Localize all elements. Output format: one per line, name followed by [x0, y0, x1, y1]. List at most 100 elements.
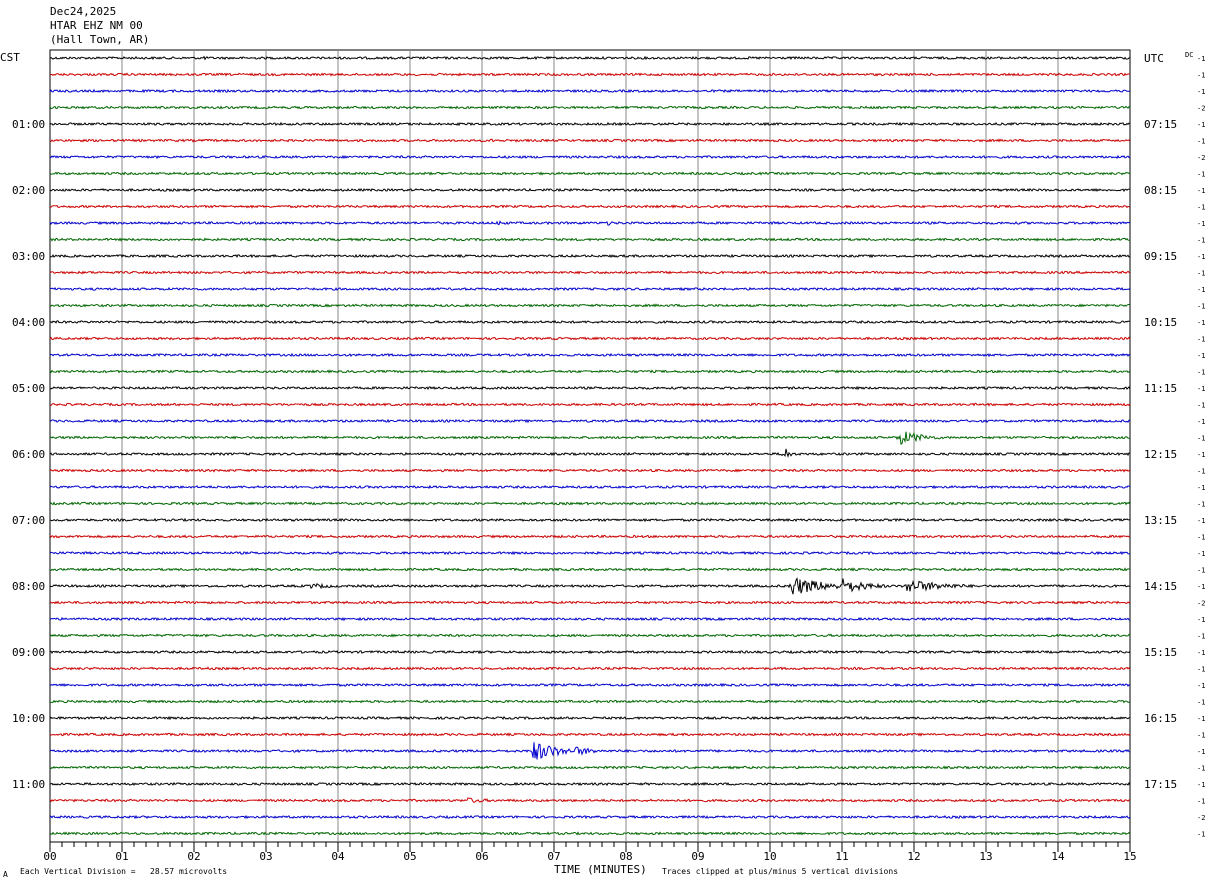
dc-offset-label: -1: [1197, 484, 1205, 492]
trace-line: [49, 171, 1131, 176]
dc-offset-label: -1: [1197, 270, 1205, 278]
dc-offset-label: -2: [1197, 154, 1205, 162]
trace-line: [49, 517, 1131, 523]
right-hour-label: 14:15: [1144, 580, 1177, 593]
left-hour-label: 03:00: [12, 250, 45, 263]
dc-offset-label: -1: [1197, 550, 1205, 558]
dc-offset-label: -1: [1197, 715, 1205, 723]
dc-offset-label: -1: [1197, 501, 1205, 509]
right-hour-label: 13:15: [1144, 514, 1177, 527]
dc-offset-label: -1: [1197, 583, 1205, 591]
trace-line: [49, 666, 1131, 671]
dc-offset-label: -1: [1197, 798, 1205, 806]
x-tick-label: 06: [475, 850, 488, 863]
left-hour-label: 09:00: [12, 646, 45, 659]
dc-offset-label: -1: [1197, 121, 1205, 129]
clip-note: Traces clipped at plus/minus 5 vertical …: [662, 867, 899, 876]
dc-offset-label: -1: [1197, 220, 1205, 228]
right-hour-label: UTC: [1144, 52, 1164, 65]
dc-offset-label: -1: [1197, 567, 1205, 575]
dc-offset-label: -1: [1197, 418, 1205, 426]
left-axis-label: CST: [0, 51, 20, 64]
dc-offset-label: -1: [1197, 88, 1205, 96]
dc-offset-label: -1: [1197, 286, 1205, 294]
dc-offset-label: -1: [1197, 402, 1205, 410]
trace-line: [49, 814, 1131, 820]
trace-line: [49, 319, 1131, 325]
left-hour-label: 05:00: [12, 382, 45, 395]
dc-offset-label: -1: [1197, 369, 1205, 377]
dc-offset-label: -1: [1197, 72, 1205, 80]
dc-offset-label: -1: [1197, 699, 1205, 707]
dc-offset-label: -2: [1197, 814, 1205, 822]
trace-line: [49, 781, 1131, 787]
dc-offset-label: -1: [1197, 303, 1205, 311]
trace-line: [49, 220, 1131, 226]
dc-offset-label: -1: [1197, 237, 1205, 245]
right-hour-label: 09:15: [1144, 250, 1177, 263]
dc-offset-label: -1: [1197, 649, 1205, 657]
trace-line: [49, 715, 1131, 721]
dc-offset-label: -1: [1197, 831, 1205, 839]
x-tick-label: 14: [1051, 850, 1065, 863]
dc-offset-label: -2: [1197, 105, 1205, 113]
trace-line: [49, 448, 1131, 458]
x-tick-label: 13: [979, 850, 992, 863]
trace-line: [49, 253, 1131, 259]
x-tick-label: 02: [187, 850, 200, 863]
left-hour-label: 04:00: [12, 316, 45, 329]
plot-frame: [49, 49, 1131, 843]
dc-offset-label: -1: [1197, 385, 1205, 393]
dc-offset-label: -1: [1197, 748, 1205, 756]
station-location: (Hall Town, AR): [50, 33, 150, 46]
corner-mark: A: [3, 870, 8, 879]
trace-line: [49, 501, 1131, 506]
dc-offset-label: -1: [1197, 732, 1205, 740]
trace-line: [49, 732, 1131, 737]
dc-offset-label: -1: [1197, 138, 1205, 146]
dc-offset-label: -2: [1197, 600, 1205, 608]
right-hour-label: 08:15: [1144, 184, 1177, 197]
trace-line: [49, 633, 1131, 638]
trace-line: [49, 121, 1131, 127]
trace-line: [49, 402, 1131, 407]
plot-date: Dec24,2025: [50, 5, 117, 18]
x-tick-label: 10: [763, 850, 776, 863]
x-tick-label: 04: [331, 850, 345, 863]
trace-line: [49, 600, 1131, 605]
x-tick-label: 15: [1123, 850, 1136, 863]
left-hour-label: 01:00: [12, 118, 45, 131]
trace-line: [49, 88, 1130, 94]
left-hour-label: 07:00: [12, 514, 45, 527]
dc-offset-label: -1: [1197, 352, 1205, 360]
trace-line: [49, 534, 1131, 539]
trace-line: [49, 270, 1131, 275]
left-hour-label: 06:00: [12, 448, 45, 461]
x-tick-label: 00: [43, 850, 56, 863]
trace-line: [49, 55, 1131, 61]
dc-offset-label: -1: [1197, 682, 1205, 690]
trace-line: [49, 385, 1131, 391]
dc-label: DC: [1185, 51, 1193, 59]
trace-line: [49, 742, 1131, 760]
dc-offset-label: -1: [1197, 204, 1205, 212]
trace-line: [49, 418, 1131, 424]
trace-line: [49, 431, 1131, 445]
right-hour-label: 07:15: [1144, 118, 1177, 131]
right-hour-label: 10:15: [1144, 316, 1177, 329]
right-hour-label: 16:15: [1144, 712, 1177, 725]
dc-offset-label: -1: [1197, 319, 1205, 327]
trace-line: [49, 187, 1130, 193]
x-tick-label: 12: [907, 850, 920, 863]
left-hour-label: 10:00: [12, 712, 45, 725]
trace-line: [49, 352, 1131, 358]
trace-line: [49, 765, 1131, 770]
trace-line: [49, 303, 1131, 308]
trace-line: [49, 699, 1131, 704]
trace-line: [49, 649, 1131, 655]
x-axis-label: TIME (MINUTES): [554, 863, 647, 876]
x-tick-label: 07: [547, 850, 560, 863]
dc-offset-label: -1: [1197, 435, 1205, 443]
trace-line: [49, 797, 1131, 803]
x-tick-label: 01: [115, 850, 128, 863]
